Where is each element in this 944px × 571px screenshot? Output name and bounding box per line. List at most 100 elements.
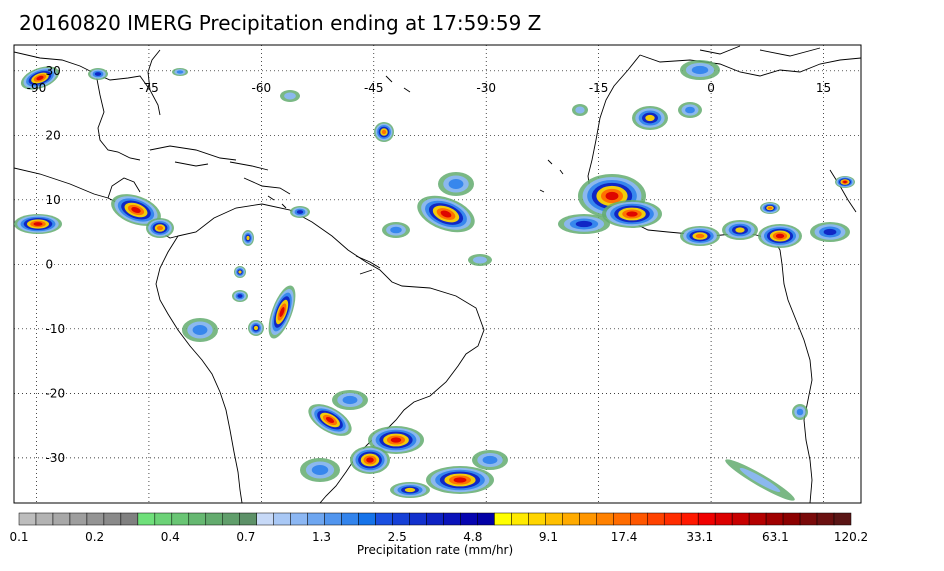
colorbar-swatch bbox=[765, 512, 784, 526]
colorbar-swatch bbox=[52, 512, 71, 526]
precip-cell bbox=[404, 487, 416, 493]
precip-cell bbox=[691, 65, 709, 75]
colorbar-swatch bbox=[273, 512, 291, 526]
longitude-label: -30 bbox=[476, 81, 496, 95]
colorbar-swatch bbox=[680, 512, 699, 526]
precip-cell bbox=[325, 416, 335, 424]
colorbar-tick-label: 120.2 bbox=[834, 530, 868, 544]
colorbar-swatch bbox=[239, 512, 257, 526]
precip-cell bbox=[33, 222, 43, 226]
precip-cell bbox=[695, 233, 705, 239]
precip-cell bbox=[176, 70, 184, 74]
colorbar-swatch bbox=[18, 512, 37, 526]
colorbar-swatch bbox=[35, 512, 54, 526]
colorbar-swatch bbox=[477, 512, 495, 526]
precip-cell bbox=[575, 220, 593, 228]
precip-cell bbox=[131, 206, 141, 214]
colorbar-swatch bbox=[494, 512, 512, 526]
colorbar-swatch bbox=[545, 512, 563, 526]
precip-cell bbox=[296, 210, 304, 214]
colorbar-swatch bbox=[375, 512, 393, 526]
colorbar-tick-label: 33.1 bbox=[686, 530, 713, 544]
colorbar-title: Precipitation rate (mm/hr) bbox=[357, 543, 513, 557]
colorbar-swatch bbox=[596, 512, 614, 526]
colorbar-tick-label: 17.4 bbox=[611, 530, 638, 544]
colorbar-swatch bbox=[120, 512, 139, 526]
longitude-label: -90 bbox=[27, 81, 47, 95]
longitude-label: -15 bbox=[589, 81, 609, 95]
latitude-label: -20 bbox=[45, 386, 65, 400]
colorbar-swatch bbox=[307, 512, 325, 526]
precip-cell bbox=[843, 180, 847, 184]
precip-cell bbox=[237, 294, 243, 298]
longitude-label: -60 bbox=[252, 81, 272, 95]
colorbar bbox=[18, 512, 852, 526]
colorbar-swatch bbox=[833, 512, 852, 526]
colorbar-swatch bbox=[697, 512, 716, 526]
precip-cell bbox=[685, 106, 695, 114]
precip-cell bbox=[440, 210, 452, 218]
colorbar-swatch bbox=[171, 512, 190, 526]
colorbar-swatch bbox=[782, 512, 801, 526]
colorbar-swatch bbox=[392, 512, 410, 526]
colorbar-swatch bbox=[426, 512, 444, 526]
precip-cell bbox=[284, 92, 296, 100]
colorbar-swatch bbox=[409, 512, 427, 526]
colorbar-swatch bbox=[460, 512, 478, 526]
latitude-label: -10 bbox=[45, 322, 65, 336]
precip-cell bbox=[645, 114, 655, 122]
colorbar-tick-label: 2.5 bbox=[388, 530, 407, 544]
longitude-label: -75 bbox=[139, 81, 159, 95]
map-title: 20160820 IMERG Precipitation ending at 1… bbox=[19, 11, 542, 35]
colorbar-swatch bbox=[205, 512, 224, 526]
colorbar-tick-label: 9.1 bbox=[539, 530, 558, 544]
colorbar-swatch bbox=[137, 512, 156, 526]
plot-frame bbox=[13, 44, 862, 504]
precip-cell bbox=[381, 129, 387, 135]
precip-cell bbox=[342, 395, 358, 405]
colorbar-swatch bbox=[646, 512, 665, 526]
precip-cell bbox=[626, 211, 638, 217]
precip-cell bbox=[156, 225, 164, 231]
colorbar-swatch bbox=[256, 512, 274, 526]
precip-cell bbox=[823, 228, 837, 236]
precip-cell bbox=[390, 437, 402, 443]
colorbar-swatch bbox=[816, 512, 835, 526]
precip-cell bbox=[94, 72, 102, 76]
colorbar-swatch bbox=[799, 512, 818, 526]
colorbar-swatch bbox=[663, 512, 682, 526]
precip-cell bbox=[739, 467, 781, 493]
colorbar-swatch bbox=[528, 512, 546, 526]
latitude-label: 0 bbox=[45, 257, 53, 271]
precip-cell bbox=[366, 457, 374, 463]
latitude-label: -30 bbox=[45, 451, 65, 465]
precip-cell bbox=[246, 235, 250, 241]
colorbar-tick-label: 4.8 bbox=[463, 530, 482, 544]
colorbar-tick-label: 0.7 bbox=[236, 530, 255, 544]
colorbar-tick-label: 1.3 bbox=[312, 530, 331, 544]
colorbar-swatch bbox=[630, 512, 648, 526]
colorbar-swatch bbox=[562, 512, 580, 526]
precip-cell bbox=[775, 233, 785, 239]
gridlines bbox=[14, 45, 861, 503]
precip-cell bbox=[448, 179, 464, 189]
precip-cell bbox=[390, 226, 402, 234]
colorbar-swatch bbox=[290, 512, 308, 526]
colorbar-swatch bbox=[222, 512, 240, 526]
colorbar-tick-label: 0.1 bbox=[9, 530, 28, 544]
colorbar-tick-label: 0.2 bbox=[85, 530, 104, 544]
colorbar-swatch bbox=[613, 512, 631, 526]
colorbar-swatch bbox=[511, 512, 529, 526]
colorbar-swatch bbox=[154, 512, 173, 526]
precip-cell bbox=[735, 227, 745, 233]
latitude-labels: 30 20 10 0 -10 -20 -30 bbox=[45, 64, 65, 465]
colorbar-swatch bbox=[341, 512, 359, 526]
precip-cell bbox=[311, 465, 329, 475]
longitude-label: 0 bbox=[707, 81, 715, 95]
precip-cell bbox=[473, 256, 487, 264]
latitude-label: 30 bbox=[45, 64, 60, 78]
colorbar-tick-label: 0.4 bbox=[161, 530, 180, 544]
colorbar-swatch bbox=[358, 512, 376, 526]
